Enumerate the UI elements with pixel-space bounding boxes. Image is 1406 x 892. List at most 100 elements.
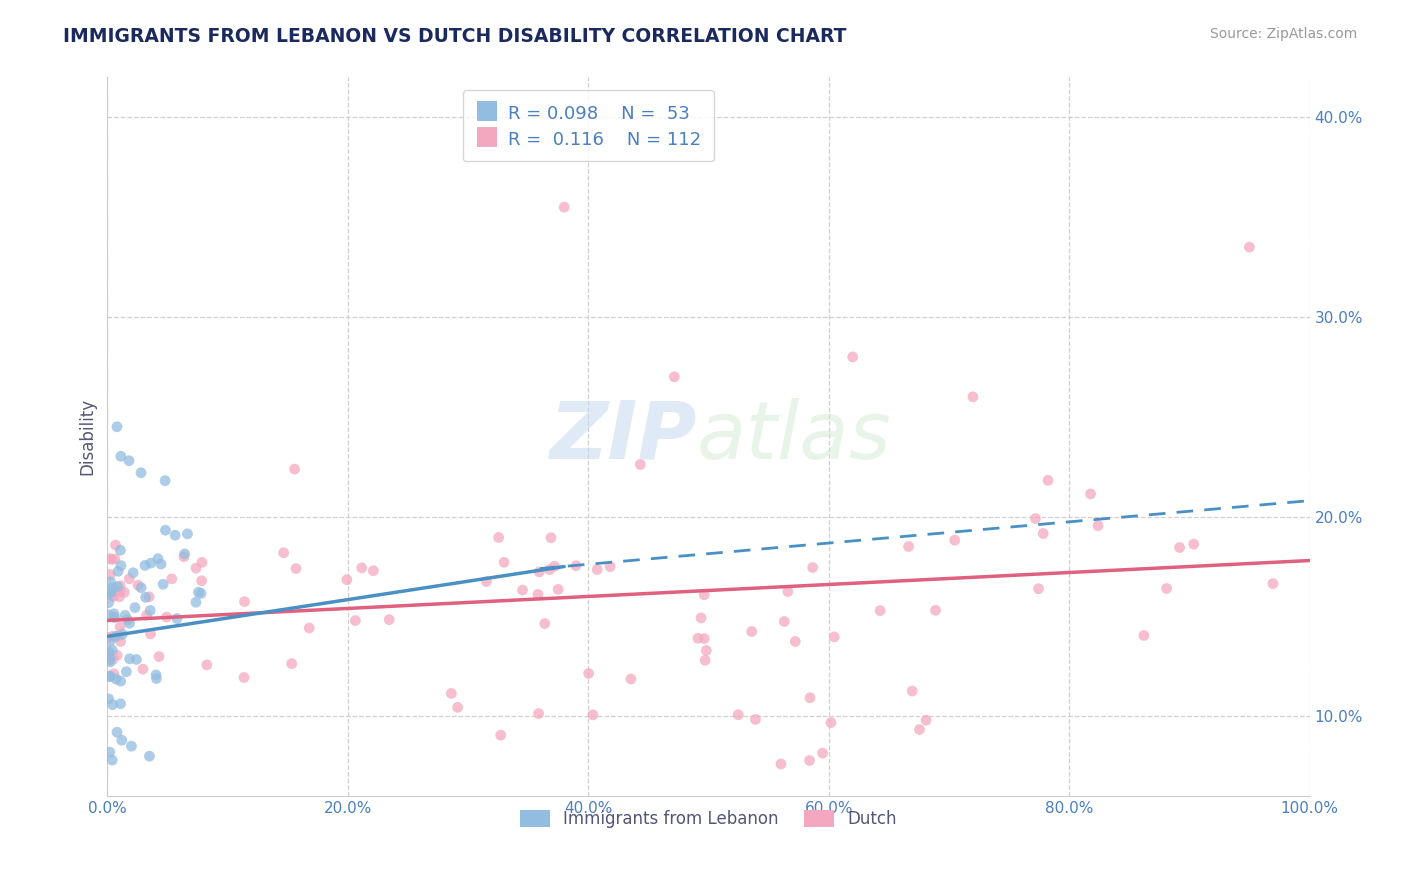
Point xyxy=(547,582,569,597)
Legend: Immigrants from Lebanon, Dutch: Immigrants from Lebanon, Dutch xyxy=(513,803,904,835)
Point xyxy=(533,616,555,631)
Point xyxy=(924,603,946,617)
Point xyxy=(135,608,157,623)
Point xyxy=(110,579,132,593)
Point xyxy=(103,590,125,604)
Point xyxy=(488,531,510,545)
Point xyxy=(139,627,162,641)
Point xyxy=(628,458,651,472)
Point xyxy=(962,390,984,404)
Point xyxy=(285,561,308,575)
Point xyxy=(586,563,609,577)
Point xyxy=(103,652,125,666)
Y-axis label: Disability: Disability xyxy=(79,398,96,475)
Point xyxy=(150,557,173,571)
Point xyxy=(741,624,763,639)
Point xyxy=(693,632,716,646)
Point xyxy=(693,588,716,602)
Point xyxy=(148,649,170,664)
Point xyxy=(166,612,188,626)
Point xyxy=(869,604,891,618)
Point xyxy=(160,572,183,586)
Point xyxy=(1156,582,1178,596)
Point xyxy=(103,666,125,681)
Point xyxy=(100,585,122,599)
Point xyxy=(98,585,121,599)
Point xyxy=(129,581,152,595)
Point xyxy=(578,666,600,681)
Point xyxy=(811,746,834,760)
Point xyxy=(233,671,256,685)
Point xyxy=(897,540,920,554)
Point xyxy=(512,582,534,597)
Point xyxy=(336,573,359,587)
Point xyxy=(118,454,141,468)
Point xyxy=(494,555,516,569)
Point xyxy=(117,613,139,627)
Point xyxy=(139,603,162,617)
Point xyxy=(1024,511,1046,525)
Point xyxy=(901,684,924,698)
Point xyxy=(129,466,152,480)
Point xyxy=(145,668,167,682)
Point xyxy=(122,566,145,580)
Point xyxy=(110,558,132,573)
Point xyxy=(191,555,214,569)
Point xyxy=(108,584,131,599)
Point xyxy=(103,609,125,624)
Point xyxy=(98,650,121,665)
Point xyxy=(146,551,169,566)
Point xyxy=(110,697,132,711)
Point xyxy=(103,607,125,621)
Point xyxy=(184,561,207,575)
Point xyxy=(184,595,207,609)
Point xyxy=(152,577,174,591)
Point xyxy=(138,590,160,604)
Point xyxy=(727,707,749,722)
Point xyxy=(139,556,162,570)
Point xyxy=(111,733,134,747)
Point xyxy=(105,725,128,739)
Point xyxy=(98,551,121,566)
Point xyxy=(190,586,212,600)
Point xyxy=(138,749,160,764)
Point xyxy=(785,634,807,648)
Point xyxy=(820,715,842,730)
Point xyxy=(599,559,621,574)
Point xyxy=(176,526,198,541)
Point xyxy=(489,728,512,742)
Point xyxy=(1028,582,1050,596)
Point xyxy=(664,369,686,384)
Point xyxy=(110,674,132,689)
Point xyxy=(108,620,131,634)
Text: IMMIGRANTS FROM LEBANON VS DUTCH DISABILITY CORRELATION CHART: IMMIGRANTS FROM LEBANON VS DUTCH DISABIL… xyxy=(63,27,846,45)
Point xyxy=(378,613,401,627)
Point xyxy=(273,546,295,560)
Point xyxy=(915,713,938,727)
Point xyxy=(1133,628,1156,642)
Point xyxy=(543,559,565,574)
Point xyxy=(97,631,120,645)
Point xyxy=(823,630,845,644)
Point xyxy=(98,745,121,759)
Point xyxy=(284,462,307,476)
Point xyxy=(446,700,468,714)
Point xyxy=(529,565,551,579)
Text: atlas: atlas xyxy=(696,398,891,475)
Point xyxy=(105,648,128,662)
Point xyxy=(132,662,155,676)
Point xyxy=(173,547,195,561)
Point xyxy=(540,531,562,545)
Point xyxy=(799,690,821,705)
Point xyxy=(98,670,121,684)
Point xyxy=(98,655,121,669)
Point xyxy=(110,634,132,648)
Point xyxy=(112,585,135,599)
Point xyxy=(1087,518,1109,533)
Point xyxy=(690,611,713,625)
Point xyxy=(125,652,148,666)
Point xyxy=(527,587,550,601)
Point xyxy=(97,692,120,706)
Point xyxy=(281,657,304,671)
Point xyxy=(104,538,127,552)
